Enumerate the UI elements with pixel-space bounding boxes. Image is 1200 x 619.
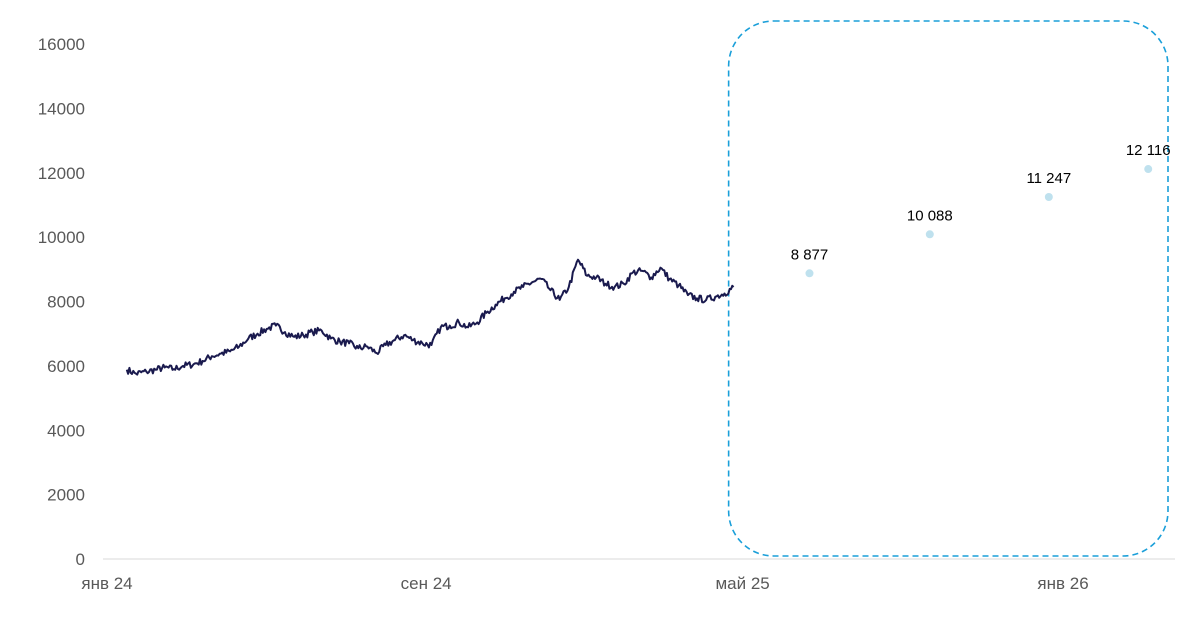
forecast-point-label: 8 877 xyxy=(791,246,829,263)
forecast-point-label: 11 247 xyxy=(1026,170,1071,187)
y-tick-label: 16000 xyxy=(38,35,85,54)
x-axis-tick-labels: янв 24 сен 24 май 25 янв 26 xyxy=(81,574,1088,593)
forecast-point xyxy=(925,230,934,239)
forecast-point-label: 10 088 xyxy=(907,207,953,224)
x-tick-label: сен 24 xyxy=(401,574,452,593)
forecast-point xyxy=(805,269,814,278)
x-tick-label: янв 26 xyxy=(1037,574,1088,593)
forecast-highlight-box xyxy=(727,20,1169,557)
forecast-point-label: 12 116 xyxy=(1126,142,1171,159)
y-tick-label: 14000 xyxy=(38,99,85,118)
y-axis-tick-labels: 0 2000 4000 6000 8000 10000 12000 14000 16000 xyxy=(38,35,85,569)
x-tick-label: май 25 xyxy=(715,574,769,593)
y-tick-label: 0 xyxy=(76,550,85,569)
forecast-series-points: 8 877 10 088 11 247 12 116 xyxy=(791,142,1171,278)
y-tick-label: 10000 xyxy=(38,228,85,247)
y-tick-label: 12000 xyxy=(38,164,85,183)
forecast-point xyxy=(1144,165,1153,174)
x-tick-label: янв 24 xyxy=(81,574,132,593)
forecast-point xyxy=(1044,192,1053,201)
history-series-line xyxy=(125,258,735,376)
y-tick-label: 4000 xyxy=(47,421,85,440)
y-tick-label: 8000 xyxy=(47,293,85,312)
y-tick-label: 2000 xyxy=(47,486,85,505)
y-tick-label: 6000 xyxy=(47,357,85,376)
